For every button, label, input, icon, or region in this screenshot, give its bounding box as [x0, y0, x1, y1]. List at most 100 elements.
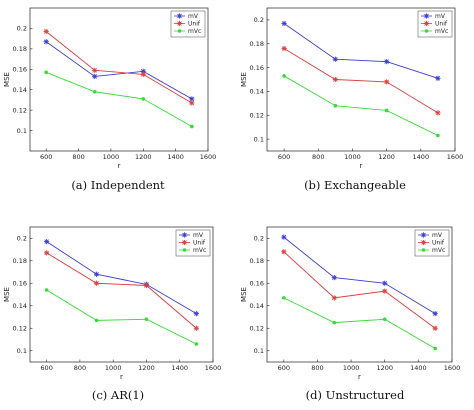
- chart-a-ytick-label: 0.18: [13, 45, 27, 53]
- chart-d-series-unif-point: [331, 295, 337, 301]
- chart-a-ytick-label: 0.14: [13, 86, 27, 94]
- chart-a-series-mvc-point: [92, 89, 97, 94]
- chart-a-ytick-label: 0.2: [17, 25, 27, 33]
- chart-b-xtick-label: 1400: [413, 153, 430, 161]
- chart-d-svg: 600 800 1000 1200 1400 1600 0.1 0.12 0.14 0.16 0.1…: [240, 226, 461, 381]
- chart-c-series-unif-point: [44, 250, 50, 256]
- chart-c-legend-mv-label: mV: [193, 232, 204, 239]
- chart-a-caption: (a) Independent: [71, 178, 165, 192]
- chart-c-legend-unif-label: Unif: [193, 240, 206, 247]
- chart-d-series-unif-point-d2: [332, 295, 337, 301]
- chart-c-ytick-label: 0.18: [13, 257, 27, 265]
- chart-a-legend-unif-marker-d2: [177, 21, 182, 26]
- chart-b-series-unif-point-d2: [384, 79, 389, 85]
- chart-a-series-unif-point: [189, 100, 195, 106]
- chart-c-series-mv-point: [193, 311, 199, 317]
- chart-b-ytick-label: 0.1: [254, 135, 264, 143]
- chart-d-legend-mvc-label: mVc: [432, 247, 445, 254]
- chart-a-series-mv-point-d2: [189, 96, 195, 102]
- chart-c-ytick-label: 0.12: [13, 324, 27, 332]
- chart-c-series-unif-line: [46, 252, 197, 329]
- chart-c-series-mv-line: [46, 241, 197, 315]
- chart-d-series-unif-point-d2: [432, 325, 438, 331]
- chart-b-series-mv-point-d2: [281, 21, 287, 26]
- chart-b-xtick-label: 800: [312, 153, 324, 161]
- chart-b-legend-unif-marker-d2: [424, 21, 429, 26]
- chart-b-series-unif-point: [384, 79, 390, 85]
- chart-b-series-mvc-point: [282, 74, 286, 78]
- chart-a-xtick-label: 1000: [103, 153, 120, 161]
- chart-b-series-mvc-point: [333, 103, 338, 108]
- chart-c-series-mvc-line: [46, 289, 197, 345]
- chart-a-xtick-label: 1200: [135, 153, 152, 161]
- chart-c-ylabel: MSE: [3, 287, 11, 302]
- chart-d-axes-box: [266, 226, 453, 363]
- chart-a-xtick-label: 600: [40, 153, 52, 161]
- chart-a-ytick-label: 0.16: [13, 65, 27, 73]
- chart-c-xtick-label: 800: [74, 364, 86, 372]
- chart-a-series-mvc-line: [46, 71, 193, 127]
- chart-c-xtick-label: 1000: [105, 364, 122, 372]
- chart-a-series-unif-point: [140, 71, 146, 77]
- chart-d-series-unif-point: [281, 249, 287, 255]
- chart-b-legend-mv-marker-d2: [424, 13, 429, 19]
- chart-d-legend-unif-marker: [420, 239, 427, 246]
- chart-panel-a: 600 800 1000 1200 1400 1600 0.1 0.12 0.14 0.16 0.1…: [0, 0, 237, 205]
- chart-d-series-mv-point-d2: [281, 234, 287, 240]
- chart-b-series-mv-line: [283, 23, 439, 79]
- chart-panel-d: 600 800 1000 1200 1400 1600 0.1 0.12 0.14 0.16 0.1…: [237, 205, 474, 410]
- chart-c-series-unif-point-d2: [144, 283, 149, 288]
- chart-d-xtick-label: 1200: [376, 364, 393, 372]
- chart-b-series-unif-point-d2: [435, 110, 441, 116]
- chart-c-series-unif-point: [143, 282, 150, 289]
- chart-a-series-unif-point-d2: [189, 100, 195, 106]
- chart-d-xtick-label: 1600: [444, 364, 461, 372]
- chart-d-legend-box: [414, 229, 450, 257]
- chart-c-ytick-label: 0.16: [13, 279, 27, 287]
- chart-a-series-mvc-point: [44, 70, 48, 75]
- chart-d-caption: (d) Unstructured: [305, 388, 405, 402]
- chart-d-ytick-label: 0.18: [250, 257, 264, 265]
- chart-d-ytick-label: 0.12: [250, 324, 264, 332]
- chart-b-series-mv-point: [332, 56, 338, 62]
- chart-a-legend-unif-marker: [176, 20, 183, 27]
- chart-c-legend-mv-marker-d2: [182, 232, 187, 238]
- chart-c-ytick-label: 0.1: [17, 347, 27, 355]
- chart-c-series-mv-point: [44, 239, 50, 245]
- chart-c-series-mv-point-d2: [44, 239, 49, 244]
- chart-d-series-unif-point: [382, 288, 388, 294]
- chart-b-ytick-label: 0.16: [250, 64, 264, 72]
- chart-b-series-mv-point-d2: [435, 76, 441, 81]
- chart-d-ytick-label: 0.2: [254, 234, 264, 242]
- chart-d-series-mv-point: [432, 311, 438, 317]
- chart-a-series-mv-point-d2: [92, 74, 97, 79]
- chart-d-xtick-label: 1400: [410, 364, 427, 372]
- chart-a-xtick-label: 800: [72, 153, 84, 161]
- chart-c-legend-mv-marker: [181, 232, 188, 238]
- chart-b-series-unif-point: [281, 45, 287, 52]
- chart-a-legend-mv-marker-d2: [177, 13, 182, 19]
- chart-c-series-mv-point: [93, 271, 100, 277]
- chart-d-legend-unif-label: Unif: [432, 240, 445, 247]
- chart-d-xtick-label: 800: [311, 364, 323, 372]
- chart-d-series-mv-point-d2: [432, 311, 438, 316]
- chart-a-series-unif-line: [45, 31, 193, 104]
- chart-c-series-unif-point: [193, 325, 199, 331]
- chart-d-legend-mvc-marker: [421, 248, 426, 252]
- chart-a-legend-mvc-label: mVc: [188, 28, 201, 35]
- chart-b-ytick-label: 0.18: [250, 40, 264, 48]
- chart-c-series-unif-point-d2: [94, 280, 99, 286]
- chart-b-series-mvc-line: [283, 75, 439, 136]
- chart-c-legend-mvc-marker: [182, 248, 187, 252]
- chart-c-legend-unif-marker: [181, 239, 188, 246]
- chart-c-series-mvc-point: [94, 318, 99, 323]
- chart-d-series-mv-point: [331, 275, 337, 281]
- chart-a-ylabel: MSE: [3, 72, 11, 87]
- chart-d-series-mv-point: [281, 234, 287, 240]
- chart-c-svg: 600 800 1000 1200 1400 1600 0.1 0.12 0.14 0.16 0.1…: [3, 226, 221, 381]
- chart-b-series-mvc-point: [436, 133, 440, 138]
- chart-a-xlabel: r: [118, 162, 121, 170]
